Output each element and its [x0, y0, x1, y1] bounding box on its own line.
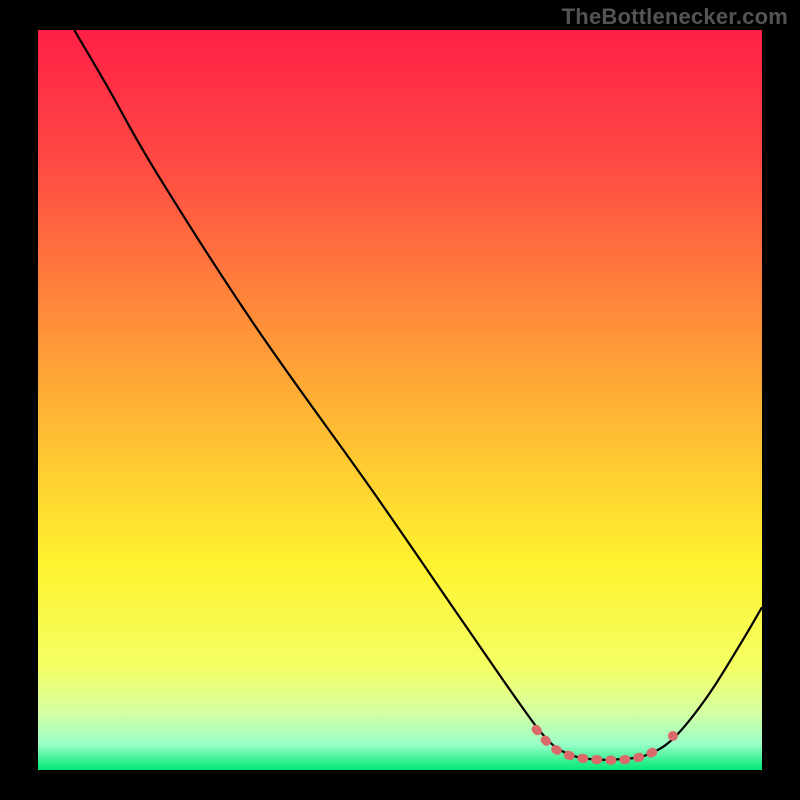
- chart-svg: [0, 0, 800, 800]
- chart-frame: TheBottlenecker.com: [0, 0, 800, 800]
- gradient-background: [38, 30, 762, 770]
- marker-end-dot: [668, 731, 678, 741]
- watermark-text: TheBottlenecker.com: [562, 4, 788, 30]
